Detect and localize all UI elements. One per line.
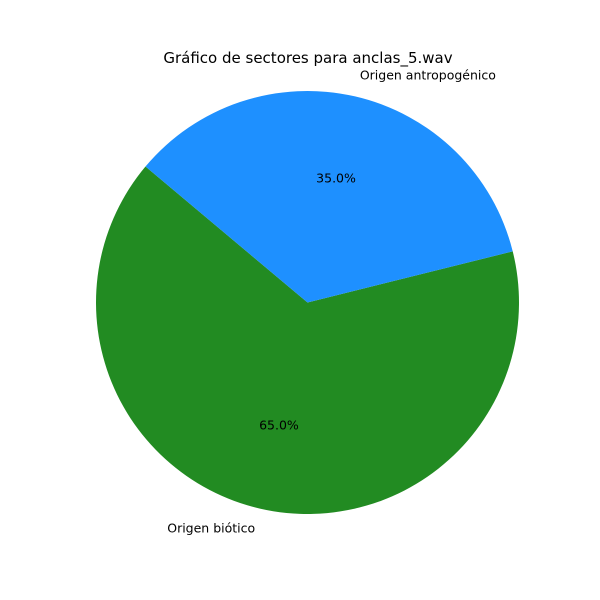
pie-labels: Origen biótico 65.0% Origen antropogénico 3… (167, 67, 496, 535)
slice-label-origen-antropogenico: Origen antropogénico (360, 67, 496, 82)
slice-percent-origen-biotico: 65.0% (259, 418, 299, 433)
chart-title: Gráfico de sectores para anclas_5.wav (163, 49, 452, 68)
pie-slice-origen-biotico (96, 166, 520, 514)
pie-slice-origen-antropogenico (145, 91, 513, 303)
slice-label-origen-biotico: Origen biótico (167, 521, 255, 536)
slice-percent-origen-antropogenico: 35.0% (316, 170, 356, 185)
pie-slices (96, 91, 520, 514)
